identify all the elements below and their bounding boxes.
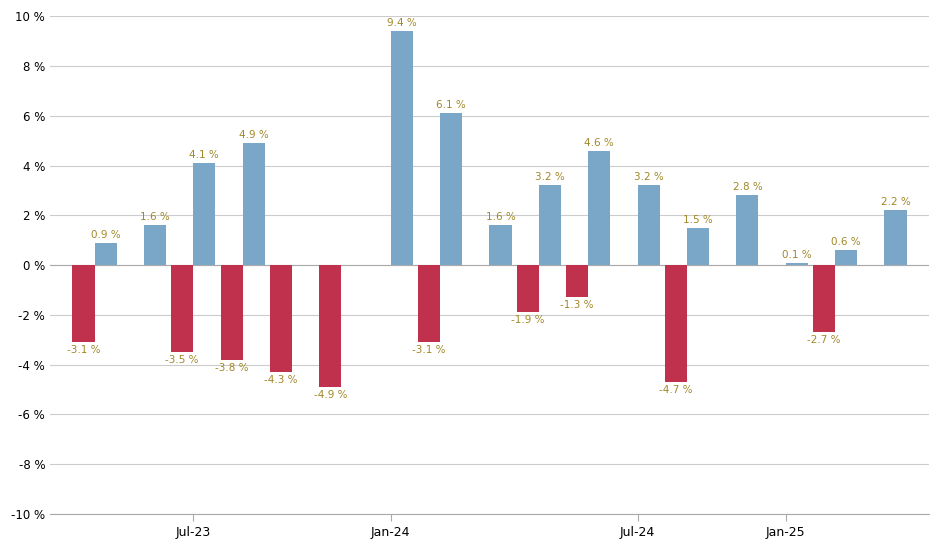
Bar: [171, 265, 194, 352]
Text: 4.1 %: 4.1 %: [190, 150, 219, 160]
Text: -3.8 %: -3.8 %: [215, 362, 248, 373]
Text: 0.9 %: 0.9 %: [91, 230, 120, 240]
Bar: [320, 265, 341, 387]
Text: -4.3 %: -4.3 %: [264, 375, 298, 385]
Text: 1.6 %: 1.6 %: [140, 212, 170, 222]
Bar: [270, 265, 292, 372]
Text: 4.6 %: 4.6 %: [585, 138, 614, 147]
Bar: [194, 163, 215, 265]
Bar: [637, 185, 660, 265]
Text: -3.1 %: -3.1 %: [413, 345, 446, 355]
Bar: [243, 143, 265, 265]
Bar: [95, 243, 117, 265]
Bar: [885, 210, 906, 265]
Bar: [490, 226, 511, 265]
Bar: [835, 250, 857, 265]
Bar: [539, 185, 561, 265]
Text: 2.8 %: 2.8 %: [732, 183, 762, 192]
Bar: [687, 228, 709, 265]
Text: 0.1 %: 0.1 %: [782, 250, 811, 260]
Text: 3.2 %: 3.2 %: [634, 173, 664, 183]
Text: -4.7 %: -4.7 %: [659, 385, 693, 395]
Text: 9.4 %: 9.4 %: [387, 18, 416, 28]
Text: 0.6 %: 0.6 %: [831, 237, 861, 247]
Bar: [144, 226, 166, 265]
Bar: [786, 262, 807, 265]
Bar: [588, 151, 610, 265]
Text: 4.9 %: 4.9 %: [239, 130, 269, 140]
Bar: [665, 265, 687, 382]
Text: -3.1 %: -3.1 %: [67, 345, 101, 355]
Bar: [440, 113, 462, 265]
Bar: [736, 195, 759, 265]
Text: 3.2 %: 3.2 %: [535, 173, 565, 183]
Bar: [418, 265, 440, 342]
Text: 2.2 %: 2.2 %: [881, 197, 910, 207]
Text: 6.1 %: 6.1 %: [436, 100, 466, 110]
Text: -1.3 %: -1.3 %: [560, 300, 594, 310]
Text: -2.7 %: -2.7 %: [807, 336, 840, 345]
Text: 1.5 %: 1.5 %: [683, 214, 713, 225]
Text: -3.5 %: -3.5 %: [165, 355, 199, 365]
Text: -4.9 %: -4.9 %: [314, 390, 347, 400]
Bar: [72, 265, 95, 342]
Text: 1.6 %: 1.6 %: [486, 212, 515, 222]
Bar: [813, 265, 835, 332]
Bar: [517, 265, 539, 312]
Text: -1.9 %: -1.9 %: [511, 315, 544, 326]
Bar: [566, 265, 588, 298]
Bar: [391, 31, 413, 265]
Bar: [221, 265, 243, 360]
